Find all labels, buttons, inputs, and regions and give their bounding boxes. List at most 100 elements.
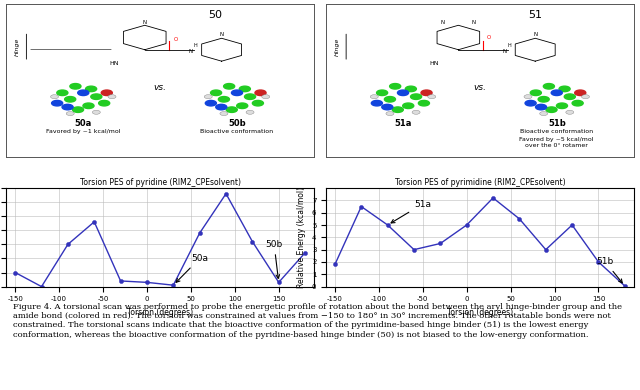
- Circle shape: [262, 95, 269, 99]
- Text: Favored by ~1 kcal/mol: Favored by ~1 kcal/mol: [46, 129, 120, 134]
- Circle shape: [397, 90, 408, 96]
- Circle shape: [72, 107, 84, 112]
- Circle shape: [216, 105, 227, 110]
- Circle shape: [543, 83, 554, 89]
- Circle shape: [403, 103, 414, 108]
- Circle shape: [204, 95, 212, 99]
- Circle shape: [99, 101, 109, 106]
- Title: Torsion PES of pyrimidine (RIM2_CPEsolvent): Torsion PES of pyrimidine (RIM2_CPEsolve…: [395, 178, 565, 187]
- Text: over the 0° rotamer: over the 0° rotamer: [525, 144, 588, 149]
- Title: Torsion PES of pyridine (RIM2_CPEsolvent): Torsion PES of pyridine (RIM2_CPEsolvent…: [79, 178, 241, 187]
- Circle shape: [540, 112, 548, 115]
- Text: 51b: 51b: [596, 257, 622, 283]
- Circle shape: [410, 94, 422, 99]
- Text: Bioactive conformation: Bioactive conformation: [520, 129, 593, 134]
- Circle shape: [232, 90, 243, 96]
- Circle shape: [538, 97, 549, 102]
- Text: 50a: 50a: [176, 254, 208, 282]
- Text: Favored by ~5 kcal/mol: Favored by ~5 kcal/mol: [520, 136, 594, 142]
- Text: 51: 51: [528, 10, 542, 20]
- Text: N: N: [472, 20, 476, 25]
- Circle shape: [239, 86, 250, 92]
- Circle shape: [428, 95, 436, 99]
- Circle shape: [371, 95, 378, 99]
- Text: 50a: 50a: [75, 119, 92, 128]
- Circle shape: [220, 112, 228, 115]
- Circle shape: [52, 101, 63, 106]
- Text: 50: 50: [209, 10, 223, 20]
- Y-axis label: Relative Energy (kcal/mol): Relative Energy (kcal/mol): [298, 187, 307, 288]
- Text: N: N: [441, 20, 445, 25]
- Circle shape: [255, 90, 266, 96]
- Circle shape: [205, 101, 216, 106]
- Circle shape: [108, 95, 116, 99]
- Text: O: O: [487, 35, 492, 40]
- Circle shape: [83, 103, 94, 108]
- Text: 51a: 51a: [394, 119, 412, 128]
- Circle shape: [386, 112, 394, 115]
- Circle shape: [546, 107, 557, 112]
- Circle shape: [524, 95, 532, 99]
- X-axis label: Torsion (degrees): Torsion (degrees): [447, 308, 513, 317]
- Text: Hinge: Hinge: [335, 37, 339, 56]
- Text: O: O: [173, 37, 178, 41]
- Text: N: N: [220, 32, 223, 37]
- Circle shape: [531, 90, 541, 96]
- Text: N: N: [533, 32, 537, 37]
- Circle shape: [551, 90, 563, 96]
- Circle shape: [92, 110, 100, 114]
- Circle shape: [559, 86, 570, 92]
- Text: 51b: 51b: [548, 119, 566, 128]
- Circle shape: [556, 103, 568, 108]
- Circle shape: [244, 94, 255, 99]
- Circle shape: [237, 103, 248, 108]
- Circle shape: [536, 105, 547, 110]
- X-axis label: Torsion (degrees): Torsion (degrees): [127, 308, 193, 317]
- Circle shape: [564, 94, 575, 99]
- Text: H: H: [508, 43, 511, 48]
- Circle shape: [246, 110, 254, 114]
- Circle shape: [252, 101, 264, 106]
- Text: Hinge: Hinge: [15, 37, 20, 56]
- Circle shape: [575, 90, 586, 96]
- Circle shape: [566, 110, 574, 114]
- Circle shape: [101, 90, 112, 96]
- Circle shape: [405, 86, 417, 92]
- Circle shape: [51, 95, 58, 99]
- Circle shape: [218, 97, 230, 102]
- Circle shape: [91, 94, 102, 99]
- Circle shape: [412, 110, 420, 114]
- Circle shape: [421, 90, 432, 96]
- Circle shape: [525, 101, 536, 106]
- Circle shape: [572, 101, 583, 106]
- Circle shape: [371, 101, 383, 106]
- Text: 50b: 50b: [266, 240, 283, 278]
- Circle shape: [86, 86, 97, 92]
- Text: HN: HN: [429, 61, 438, 66]
- Text: N: N: [189, 49, 193, 54]
- Text: vs.: vs.: [474, 83, 486, 92]
- Text: N: N: [502, 49, 506, 54]
- Circle shape: [223, 83, 235, 89]
- Circle shape: [226, 107, 237, 112]
- Text: Figure 4. A torsional scan was performed to probe the energetic profile of rotat: Figure 4. A torsional scan was performed…: [13, 303, 621, 339]
- Circle shape: [70, 83, 81, 89]
- Circle shape: [392, 107, 403, 112]
- Circle shape: [62, 105, 73, 110]
- Circle shape: [57, 90, 68, 96]
- Text: 50b: 50b: [228, 119, 246, 128]
- Text: 51a: 51a: [391, 200, 431, 223]
- Circle shape: [376, 90, 388, 96]
- Circle shape: [77, 90, 89, 96]
- Text: H: H: [194, 43, 197, 48]
- Circle shape: [66, 112, 74, 115]
- Text: N: N: [143, 21, 147, 25]
- Circle shape: [582, 95, 589, 99]
- Text: HN: HN: [109, 61, 119, 66]
- Text: vs.: vs.: [154, 83, 166, 92]
- Circle shape: [390, 83, 401, 89]
- Text: Bioactive conformation: Bioactive conformation: [200, 129, 273, 134]
- Circle shape: [382, 105, 393, 110]
- Circle shape: [211, 90, 221, 96]
- Circle shape: [385, 97, 396, 102]
